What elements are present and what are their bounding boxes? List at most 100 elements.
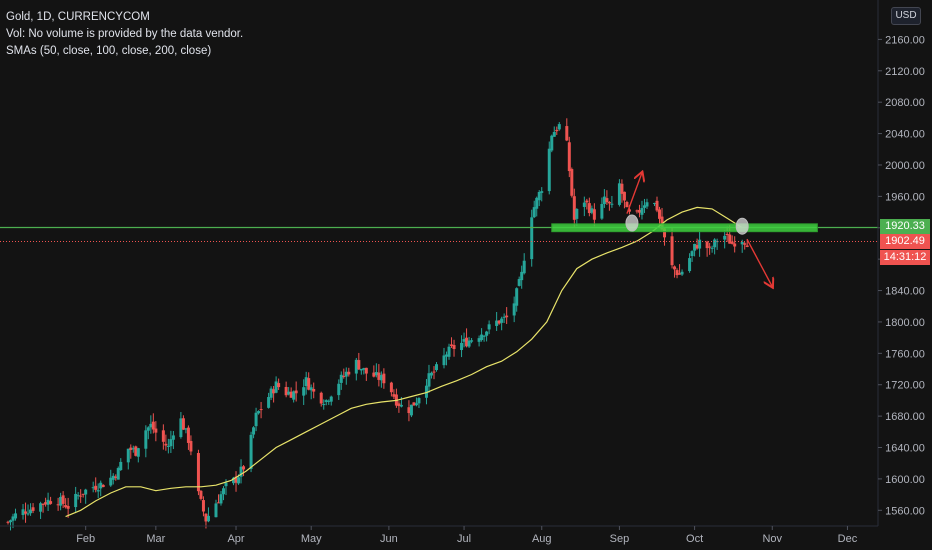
- time-tick-label: Aug: [532, 533, 552, 545]
- candle-body: [129, 447, 133, 450]
- candle-body: [605, 198, 609, 203]
- candle-body: [555, 129, 559, 132]
- candle-body: [307, 378, 311, 390]
- candle-body: [602, 196, 606, 204]
- candle-body: [146, 427, 150, 431]
- candle-body: [359, 368, 363, 371]
- candle-body: [292, 391, 296, 400]
- candle-body: [61, 495, 65, 504]
- candle-body: [673, 266, 677, 270]
- candle-body: [74, 493, 78, 508]
- candle-body: [64, 505, 68, 508]
- candle-body: [289, 391, 293, 398]
- candle-body: [44, 502, 48, 505]
- candle-body: [725, 234, 729, 236]
- candle-body: [151, 421, 155, 430]
- candle-body: [11, 516, 15, 521]
- candle-body: [465, 337, 469, 347]
- candle-body: [24, 511, 28, 514]
- volume-note: Vol: No volume is provided by the data v…: [6, 28, 244, 40]
- candle-body: [450, 344, 454, 347]
- candle-body: [337, 383, 341, 396]
- candle-body: [622, 191, 626, 201]
- last-price-label: 1902.49: [880, 233, 930, 249]
- candle-body: [552, 132, 556, 137]
- candle-body: [397, 403, 401, 407]
- candle-body: [705, 241, 709, 249]
- time-tick-label: May: [301, 533, 322, 545]
- time-tick-label: Nov: [762, 533, 782, 545]
- candle-body: [342, 375, 346, 377]
- candle-body: [219, 494, 223, 504]
- price-tick-label: 1960.00: [885, 191, 925, 203]
- candle-body: [445, 354, 449, 357]
- candle-body: [414, 403, 418, 406]
- candle-body: [660, 216, 664, 230]
- candle-body: [500, 318, 504, 323]
- candle-body: [254, 412, 258, 427]
- candle-body: [482, 335, 486, 337]
- candle-body: [710, 247, 714, 249]
- candle-body: [407, 407, 411, 414]
- candle-body: [59, 496, 63, 506]
- point-marker: [625, 214, 639, 232]
- candle-body: [512, 303, 516, 316]
- candle-body: [617, 183, 621, 205]
- candle-body: [179, 418, 183, 438]
- candle-body: [294, 390, 298, 394]
- candle-body: [91, 487, 95, 489]
- candle-body: [434, 364, 438, 371]
- horizontal-line-price-label: 1920.33: [880, 219, 930, 235]
- candle-body: [46, 499, 50, 505]
- support-zone: [551, 223, 818, 233]
- candle-body: [374, 372, 378, 376]
- candle-body: [550, 135, 554, 151]
- price-tick-label: 2080.00: [885, 97, 925, 109]
- candle-body: [206, 515, 210, 522]
- candle-body: [29, 509, 33, 514]
- sma-legend[interactable]: SMAs (50, close, 100, close, 200, close): [6, 45, 212, 57]
- candle-body: [409, 404, 413, 416]
- candle-body: [272, 389, 276, 394]
- candle-body: [267, 397, 271, 408]
- candle-body: [161, 430, 165, 442]
- candle-body: [424, 385, 428, 398]
- price-tick-label: 1720.00: [885, 380, 925, 392]
- candle-body: [590, 208, 594, 213]
- candle-body: [540, 191, 544, 193]
- time-tick-label: Oct: [686, 533, 703, 545]
- candle-body: [214, 503, 218, 518]
- price-tick-label: 1640.00: [885, 443, 925, 455]
- candle-body: [535, 197, 539, 209]
- price-tick-label: 1840.00: [885, 286, 925, 298]
- candle-body: [690, 251, 694, 257]
- candle-body: [520, 271, 524, 281]
- candle-body: [204, 513, 208, 522]
- candle-body: [312, 388, 316, 392]
- candle-body: [169, 439, 173, 447]
- candle-body: [136, 448, 140, 457]
- candle-body: [94, 485, 98, 490]
- candle-body: [234, 476, 238, 483]
- candle-body: [99, 482, 103, 489]
- time-tick-label: Mar: [146, 533, 165, 545]
- candle-body: [663, 228, 667, 238]
- candlestick-series: [6, 118, 749, 531]
- candle-body: [412, 402, 416, 406]
- candle-body: [470, 340, 474, 342]
- candle-body: [495, 320, 499, 326]
- candle-body: [372, 372, 376, 377]
- candle-body: [432, 371, 436, 373]
- candle-body: [658, 209, 662, 219]
- candle-body: [284, 386, 288, 396]
- currency-button[interactable]: USD: [891, 7, 921, 25]
- candle-body: [9, 520, 13, 523]
- candle-body: [26, 513, 30, 515]
- candle-body: [259, 409, 263, 411]
- candle-body: [131, 448, 135, 450]
- candle-body: [480, 334, 484, 340]
- candle-body: [600, 204, 604, 219]
- candle-body: [728, 234, 732, 244]
- candle-body: [502, 316, 506, 318]
